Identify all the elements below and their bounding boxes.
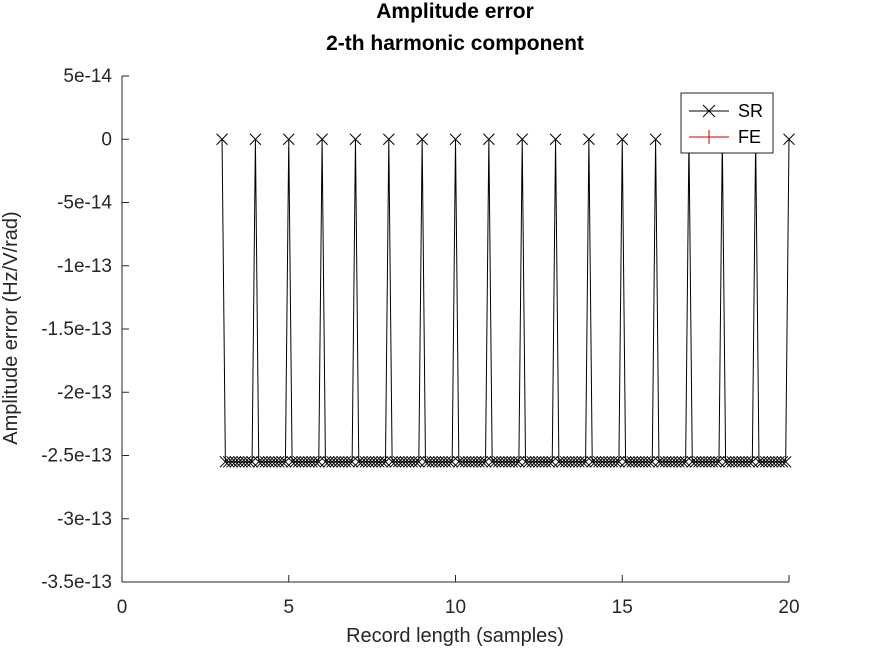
data-point	[609, 455, 622, 468]
data-point	[616, 133, 629, 146]
legend-sr-marker	[702, 104, 716, 118]
data-point	[543, 455, 555, 468]
y-tick-label: -2e-13	[57, 382, 112, 403]
data-point	[349, 133, 362, 146]
data-point	[416, 133, 429, 146]
data-point	[743, 455, 755, 468]
legend-entry-fe: FE	[689, 127, 761, 147]
data-point	[643, 455, 655, 468]
data-point	[676, 455, 689, 468]
x-tick-label: 20	[778, 597, 799, 618]
data-point	[549, 133, 562, 146]
data-point	[342, 455, 355, 468]
x-tick-label: 15	[612, 597, 633, 618]
data-point	[449, 133, 462, 146]
x-axis-label: Record length (samples)	[346, 625, 564, 647]
data-point	[216, 133, 228, 146]
legend-box	[680, 92, 774, 154]
y-tick-label: -1e-13	[57, 256, 112, 277]
data-point	[779, 455, 792, 468]
data-point	[776, 455, 789, 468]
axes-layer: 5e-14 0 -5e-14 -1e-13 -1.5e-13 -2e-13 -2.5e-13…	[41, 66, 799, 618]
y-tick-label: -3e-13	[57, 509, 112, 530]
x-tick-label: 0	[117, 597, 128, 618]
data-point	[282, 133, 295, 146]
series-sr	[216, 133, 795, 468]
y-axis-label: Amplitude error (Hz/V/rad)	[0, 211, 22, 444]
data-point	[309, 455, 322, 468]
data-point	[783, 133, 795, 146]
legend-fe-label: FE	[738, 127, 761, 147]
x-tick-label: 5	[283, 597, 294, 618]
data-point	[249, 133, 262, 146]
legend: SR FE	[680, 92, 774, 154]
legend-fe-marker	[702, 130, 716, 144]
chart-title: Amplitude error	[376, 0, 534, 23]
data-point	[576, 455, 589, 468]
y-tick-label: -5e-14	[57, 193, 112, 214]
chart-subtitle: 2-th harmonic component	[326, 32, 584, 55]
data-point	[409, 455, 422, 468]
data-point	[482, 133, 495, 146]
data-point	[709, 455, 722, 468]
data-point	[583, 133, 595, 146]
data-point	[442, 455, 455, 468]
series-layer	[216, 133, 795, 468]
data-point	[509, 455, 522, 468]
y-tick-label: 5e-14	[63, 66, 112, 87]
plot-area: 5e-14 0 -5e-14 -1e-13 -1.5e-13 -2e-13 -2.5e-13…	[41, 66, 799, 618]
data-point	[276, 455, 288, 468]
data-point	[316, 133, 328, 146]
data-point	[376, 455, 388, 468]
y-tick-label: 0	[101, 129, 112, 150]
data-point	[476, 455, 489, 468]
x-tick-label: 10	[445, 597, 466, 618]
data-point	[242, 455, 255, 468]
y-tick-label: -3.5e-13	[41, 572, 112, 593]
data-point	[516, 133, 529, 146]
data-point	[382, 133, 395, 146]
y-tick-label: -1.5e-13	[41, 319, 112, 340]
data-point	[649, 133, 662, 146]
legend-sr-label: SR	[738, 101, 763, 121]
y-tick-label: -2.5e-13	[41, 446, 112, 467]
legend-entry-sr: SR	[689, 101, 763, 121]
